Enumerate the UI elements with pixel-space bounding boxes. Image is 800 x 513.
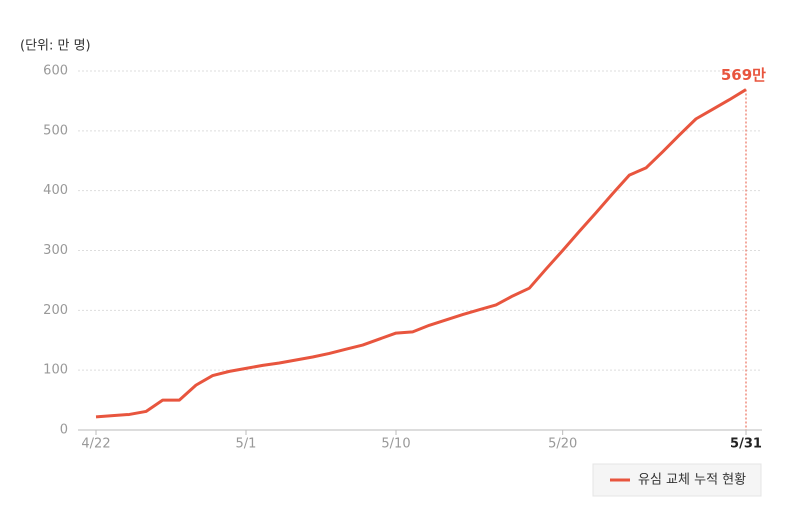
line (95, 88, 747, 419)
x-tick-label: 5/1 (236, 437, 257, 452)
y-axis-label: (단위: 만 명) (20, 39, 91, 54)
y-tick-label: 400 (43, 183, 68, 198)
y-tick-label: 200 (43, 303, 68, 318)
y-tick-label: 600 (43, 64, 68, 79)
x-tick-label: 5/10 (381, 437, 410, 452)
y-tick-label: 300 (43, 243, 68, 258)
value-label: 569만 (721, 66, 766, 84)
x-tick-label: 5/20 (548, 437, 577, 452)
x-tick-label: 4/22 (81, 437, 110, 452)
legend-label: 유심 교체 누적 현황 (638, 473, 746, 488)
x-tick-label: 5/31 (730, 437, 762, 452)
y-tick-label: 0 (60, 423, 68, 438)
y-tick-label: 500 (43, 123, 68, 138)
y-tick-label: 100 (43, 363, 68, 378)
